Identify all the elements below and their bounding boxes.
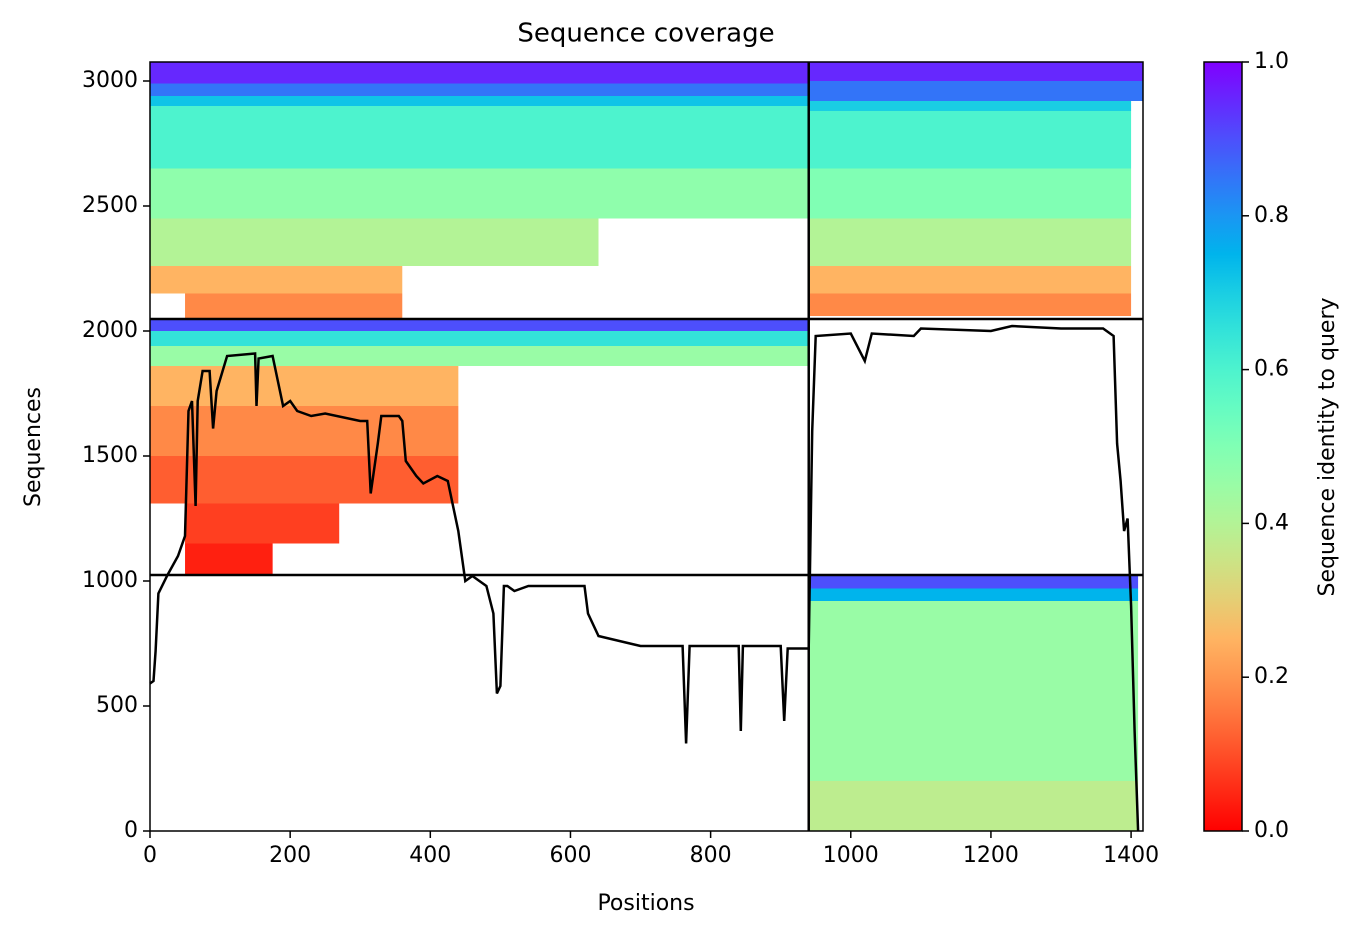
colorbar bbox=[1203, 61, 1243, 832]
coverage-block bbox=[150, 319, 809, 331]
x-tick-label: 1400 bbox=[1103, 843, 1159, 868]
coverage-block bbox=[150, 62, 809, 84]
coverage-block bbox=[150, 266, 403, 294]
coverage-block bbox=[808, 101, 1132, 111]
y-tick-label: 3000 bbox=[82, 68, 138, 93]
y-tick-label: 500 bbox=[96, 693, 138, 718]
coverage-block bbox=[808, 781, 1139, 831]
coverage-block bbox=[808, 168, 1132, 219]
x-tick-label: 600 bbox=[549, 843, 591, 868]
coverage-block bbox=[808, 218, 1132, 266]
x-tick-label: 400 bbox=[409, 843, 451, 868]
colorbar-tick-label: 0.8 bbox=[1254, 203, 1289, 228]
x-tick-label: 1200 bbox=[963, 843, 1019, 868]
coverage-block bbox=[808, 601, 1139, 781]
y-tick-label: 1000 bbox=[82, 568, 138, 593]
colorbar-label: Sequence identity to query bbox=[1315, 297, 1340, 596]
coverage-block bbox=[150, 96, 809, 106]
coverage-block bbox=[150, 106, 809, 169]
colorbar-tick-label: 0.6 bbox=[1254, 357, 1289, 382]
coverage-block bbox=[150, 366, 459, 406]
coverage-block bbox=[185, 543, 273, 575]
coverage-block bbox=[150, 168, 809, 219]
y-tick-label: 1500 bbox=[82, 443, 138, 468]
y-tick-label: 2000 bbox=[82, 318, 138, 343]
coverage-block bbox=[150, 218, 599, 266]
y-tick-label: 2500 bbox=[82, 193, 138, 218]
colorbar-tick-label: 1.0 bbox=[1254, 49, 1289, 74]
coverage-block bbox=[808, 575, 1139, 589]
coverage-block bbox=[150, 83, 809, 96]
coverage-block bbox=[185, 293, 403, 319]
x-tick-label: 1000 bbox=[823, 843, 879, 868]
coverage-block bbox=[808, 81, 1143, 101]
coverage-block bbox=[185, 503, 340, 544]
coverage-block bbox=[808, 588, 1139, 601]
plot-frame bbox=[149, 61, 1144, 832]
colorbar-tick-label: 0.4 bbox=[1254, 510, 1289, 535]
coverage-block bbox=[808, 62, 1143, 81]
coverage-block bbox=[150, 331, 809, 346]
y-tick-label: 0 bbox=[124, 818, 138, 843]
colorbar-tick-label: 0.2 bbox=[1254, 664, 1289, 689]
coverage-block bbox=[808, 111, 1132, 169]
chart-title: Sequence coverage bbox=[517, 19, 774, 49]
colorbar-tick-label: 0.0 bbox=[1254, 818, 1289, 843]
x-tick-label: 800 bbox=[690, 843, 732, 868]
coverage-block bbox=[150, 346, 809, 366]
coverage-block bbox=[808, 293, 1132, 316]
x-tick-label: 0 bbox=[143, 843, 157, 868]
x-axis-label: Positions bbox=[597, 891, 694, 916]
coverage-line bbox=[149, 324, 1140, 832]
y-axis-label: Sequences bbox=[21, 387, 46, 507]
coverage-block bbox=[808, 266, 1132, 294]
x-tick-label: 200 bbox=[269, 843, 311, 868]
